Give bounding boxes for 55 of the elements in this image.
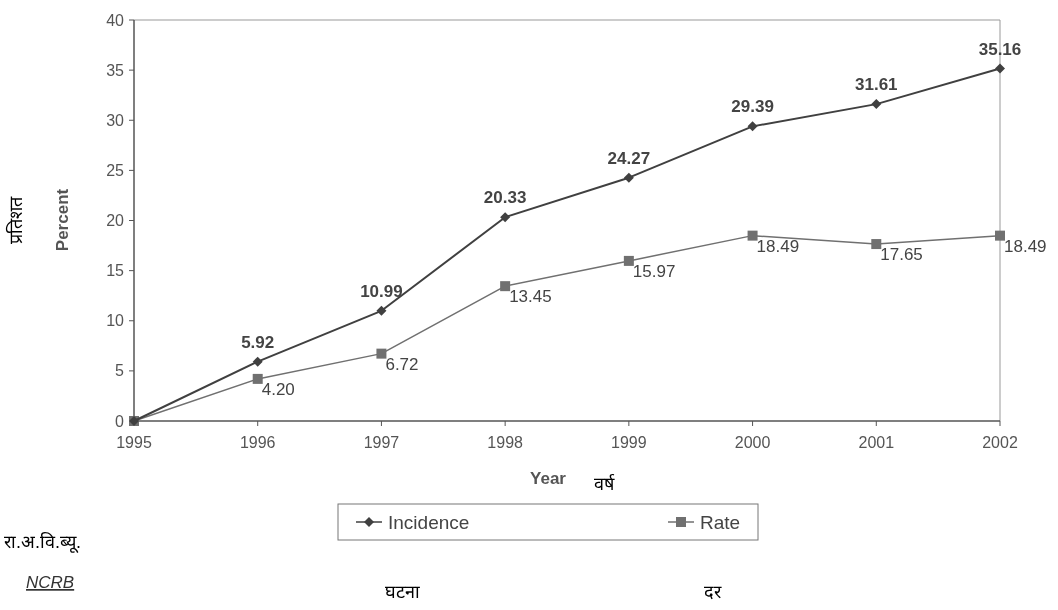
x-tick-label: 1995 xyxy=(116,434,152,451)
y-tick-label: 30 xyxy=(106,111,125,129)
y-tick-label: 5 xyxy=(115,362,125,380)
point xyxy=(500,212,511,223)
point xyxy=(500,281,511,292)
x-tick-label: 2002 xyxy=(982,434,1018,451)
point xyxy=(995,230,1005,241)
x-tick-label: 1997 xyxy=(363,434,400,451)
x-axis-title: Year xyxy=(530,469,567,488)
data-label: 5.92 xyxy=(241,332,275,352)
point xyxy=(623,172,634,183)
text: NCRB xyxy=(26,573,75,592)
text: प्रतिशत xyxy=(5,195,26,244)
point xyxy=(376,305,387,316)
data-label: 20.33 xyxy=(483,188,527,208)
y-tick-label: 15 xyxy=(106,262,125,280)
legend-label: Incidence xyxy=(388,511,470,533)
data-label: 18.49 xyxy=(756,236,800,256)
y-tick-label: 0 xyxy=(115,412,125,430)
x-tick-label: 2001 xyxy=(858,434,895,451)
data-label: 24.27 xyxy=(607,148,651,168)
data-label: 31.61 xyxy=(855,75,898,95)
point xyxy=(995,63,1005,74)
x-tick-label: 1999 xyxy=(611,434,647,451)
data-label: 6.72 xyxy=(385,354,419,374)
y-tick-label: 10 xyxy=(106,312,125,330)
data-label: 10.99 xyxy=(360,281,403,301)
data-label: 29.39 xyxy=(731,97,774,117)
x-tick-label: 1998 xyxy=(487,434,524,451)
text: घटना xyxy=(384,582,420,602)
point xyxy=(252,373,263,384)
text: दर xyxy=(703,582,722,602)
x-tick-label: 1996 xyxy=(239,434,276,451)
point xyxy=(871,99,882,110)
point xyxy=(252,356,263,367)
data-label: 13.45 xyxy=(509,287,552,307)
point xyxy=(871,239,882,250)
data-label: 4.20 xyxy=(261,379,295,399)
data-label: 18.49 xyxy=(1004,236,1047,256)
point xyxy=(623,255,634,266)
y-axis-title: Percent xyxy=(53,188,72,252)
y-tick-label: 35 xyxy=(106,61,125,79)
y-tick-label: 25 xyxy=(106,161,125,179)
y-tick-label: 40 xyxy=(106,11,125,29)
x-tick-label: 2000 xyxy=(734,434,771,451)
data-label: 15.97 xyxy=(632,261,676,281)
point xyxy=(747,121,758,132)
legend-label: Rate xyxy=(700,511,741,533)
y-tick-label: 20 xyxy=(106,212,125,230)
text: रा.अ.वि.ब्यू. xyxy=(4,531,82,553)
point xyxy=(747,230,758,241)
point xyxy=(376,348,387,359)
data-label: 35.16 xyxy=(978,39,1022,59)
data-label: 17.65 xyxy=(880,245,923,265)
text: वर्ष xyxy=(594,473,615,494)
